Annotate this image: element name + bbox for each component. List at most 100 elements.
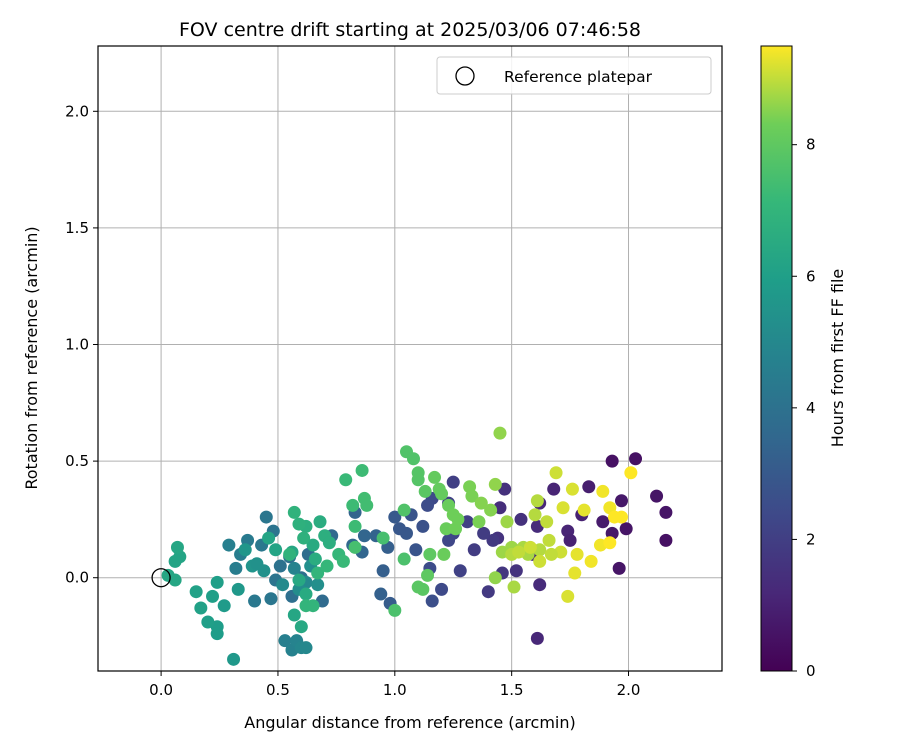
scatter-point — [486, 533, 500, 547]
scatter-point — [294, 620, 308, 634]
scatter-point — [407, 452, 421, 466]
scatter-points — [161, 426, 673, 666]
scatter-point — [565, 482, 579, 496]
scatter-point — [556, 501, 570, 515]
scatter-point — [374, 587, 388, 601]
scatter-point — [229, 561, 243, 575]
scatter-point — [376, 564, 390, 578]
scatter-point — [488, 477, 502, 491]
y-tick-label: 1.5 — [65, 219, 89, 237]
scatter-point — [348, 540, 362, 554]
scatter-point — [355, 463, 369, 477]
scatter-point — [238, 543, 252, 557]
scatter-point — [299, 587, 313, 601]
scatter-point — [392, 522, 406, 536]
y-axis-label: Rotation from reference (arcmin) — [22, 226, 41, 489]
scatter-point — [376, 531, 390, 545]
scatter-point — [540, 515, 554, 529]
scatter-point — [446, 475, 460, 489]
scatter-point — [269, 543, 283, 557]
scatter-point — [582, 480, 596, 494]
scatter-point — [292, 517, 306, 531]
scatter-point — [603, 536, 617, 550]
scatter-point — [388, 510, 402, 524]
scatter-point — [259, 510, 273, 524]
scatter-point — [451, 512, 465, 526]
scatter-point — [465, 489, 479, 503]
scatter-point — [346, 498, 360, 512]
scatter-point — [659, 533, 673, 547]
chart-title: FOV centre drift starting at 2025/03/06 … — [179, 19, 641, 41]
x-tick-label: 0.5 — [266, 681, 290, 699]
y-tick-label: 1.0 — [65, 336, 89, 354]
reference-platepar-marker — [151, 568, 171, 588]
scatter-point — [528, 508, 542, 522]
y-tick-label: 0.5 — [65, 452, 89, 470]
scatter-point — [397, 503, 411, 517]
scatter-point — [322, 536, 336, 550]
x-tick-label: 1.5 — [500, 681, 524, 699]
scatter-point — [650, 489, 664, 503]
scatter-point — [210, 627, 224, 641]
scatter-point — [425, 594, 439, 608]
scatter-point — [287, 505, 301, 519]
scatter-point — [615, 510, 629, 524]
scatter-point — [533, 578, 547, 592]
scatter-point — [523, 540, 537, 554]
scatter-point — [549, 466, 563, 480]
reference-point-marker — [151, 568, 171, 588]
scatter-point — [507, 580, 521, 594]
scatter-point — [308, 552, 322, 566]
scatter-point — [278, 634, 292, 648]
scatter-point — [299, 641, 313, 655]
scatter-point — [276, 578, 290, 592]
legend-entry-reference-platepar: Reference platepar — [504, 68, 653, 86]
scatter-point — [514, 512, 528, 526]
scatter-point — [659, 505, 673, 519]
scatter-point — [629, 452, 643, 466]
scatter-point — [339, 473, 353, 487]
scatter-point — [320, 559, 334, 573]
scatter-point — [231, 582, 245, 596]
scatter-point — [596, 484, 610, 498]
scatter-point — [194, 601, 208, 615]
scatter-point — [168, 554, 182, 568]
scatter-point — [488, 571, 502, 585]
scatter-point — [439, 522, 453, 536]
scatter-point — [189, 585, 203, 599]
scatter-point — [311, 566, 325, 580]
scatter-point — [577, 503, 591, 517]
scatter-point — [306, 599, 320, 613]
x-tick-label: 0.0 — [149, 681, 173, 699]
scatter-point — [264, 592, 278, 606]
scatter-point — [547, 482, 561, 496]
scatter-point — [287, 561, 301, 575]
scatter-point — [561, 589, 575, 603]
scatter-point — [437, 547, 451, 561]
scatter-point — [481, 585, 495, 599]
colorbar-ticks: 0 2 4 6 8 — [792, 136, 816, 680]
colorbar-tick-label: 8 — [806, 136, 816, 154]
scatter-point — [336, 554, 350, 568]
scatter-point — [542, 533, 556, 547]
scatter-point — [472, 515, 486, 529]
plot-frame — [97, 45, 723, 672]
scatter-point — [357, 491, 371, 505]
scatter-point — [248, 594, 262, 608]
scatter-point — [423, 547, 437, 561]
scatter-point — [313, 515, 327, 529]
scatter-point — [530, 631, 544, 645]
scatter-point — [411, 473, 425, 487]
colorbar-tick-label: 0 — [806, 662, 816, 680]
x-tick-label: 2.0 — [617, 681, 641, 699]
scatter-point — [306, 538, 320, 552]
scatter-point — [568, 566, 582, 580]
legend-open-circle-icon — [455, 66, 475, 86]
legend: Reference platepar — [436, 56, 712, 95]
scatter-point — [201, 615, 215, 629]
scatter-point — [397, 552, 411, 566]
scatter-point — [217, 599, 231, 613]
scatter-point — [584, 554, 598, 568]
scatter-point — [311, 578, 325, 592]
